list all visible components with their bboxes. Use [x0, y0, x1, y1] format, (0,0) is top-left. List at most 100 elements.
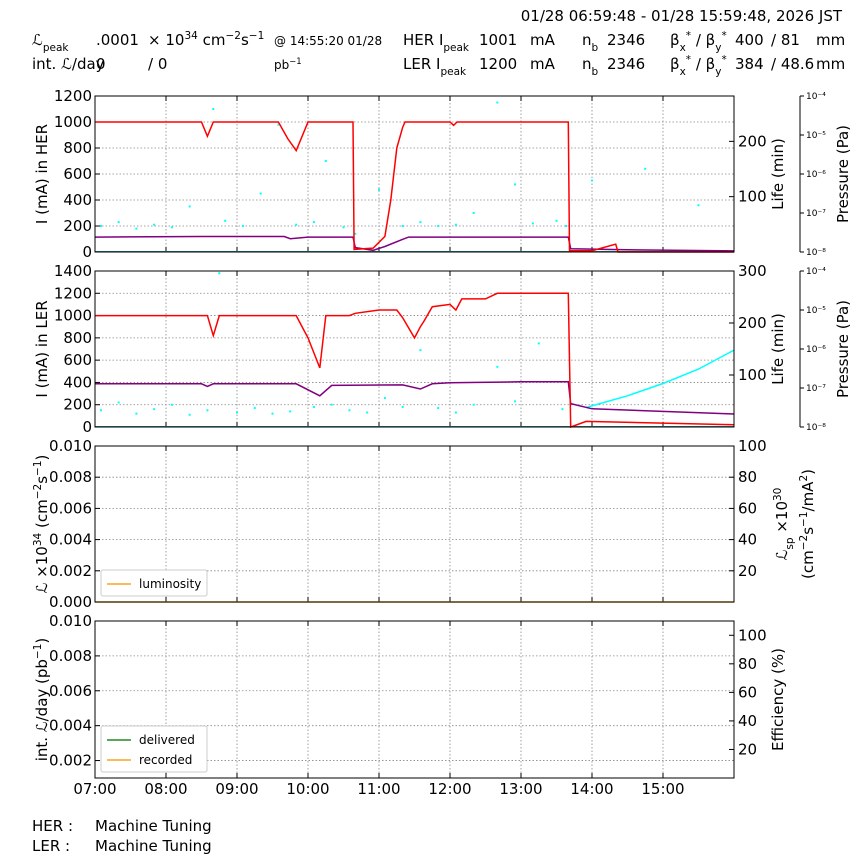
- y-tick-label: 800: [63, 329, 92, 347]
- text-part: /mA: [799, 481, 817, 512]
- marker: [591, 179, 593, 182]
- y2-label: (cm−2s−1/mA2): [798, 469, 817, 579]
- plot-frame: [94, 95, 735, 253]
- text-part: .0001: [96, 31, 139, 49]
- text-part: Life (min): [769, 313, 787, 385]
- time-range: 01/28 06:59:48 - 01/28 15:59:48, 2026 JS…: [521, 7, 843, 25]
- marker: [437, 407, 440, 410]
- marker: [117, 401, 120, 404]
- marker: [170, 403, 173, 406]
- text-part: ): [799, 469, 817, 475]
- marker: [472, 403, 475, 406]
- marker: [99, 409, 102, 412]
- y-tick-label: 0.004: [49, 531, 92, 549]
- marker: [697, 204, 700, 207]
- text-part: peak: [443, 42, 470, 54]
- text-part: *: [686, 54, 691, 66]
- text-part: 2346: [607, 31, 645, 49]
- x-tick-label: 13:00: [499, 780, 542, 798]
- header-item: βx* / βy*: [670, 54, 727, 78]
- series-line: [585, 349, 735, 409]
- text-part: ℒ: [32, 31, 43, 49]
- marker: [419, 349, 422, 352]
- y2-tick-label: 300: [738, 262, 767, 280]
- y2-tick-label: 60: [738, 683, 757, 701]
- text-part: 1001: [479, 31, 517, 49]
- text-part: n: [582, 31, 592, 49]
- marker: [401, 225, 404, 227]
- footer-item: Machine Tuning: [95, 817, 212, 835]
- x-tick-label: 12:00: [428, 780, 471, 798]
- y3-tick-label: 10⁻⁸: [806, 248, 826, 258]
- text-part: s: [241, 31, 249, 49]
- text-part: −1: [32, 644, 44, 659]
- text-part: (cm: [33, 499, 51, 532]
- header-item: nb: [582, 55, 599, 78]
- y-tick-label: 1000: [54, 113, 92, 131]
- text-part: HER I: [403, 31, 443, 49]
- marker: [514, 183, 517, 186]
- legend-label: recorded: [139, 753, 192, 767]
- marker: [271, 412, 274, 415]
- marker: [564, 225, 567, 227]
- header-item: mA: [530, 55, 556, 73]
- marker: [454, 223, 457, 226]
- y-tick-label: 0.000: [49, 593, 92, 611]
- marker: [531, 222, 534, 225]
- header-item: 0: [96, 55, 106, 73]
- marker: [259, 192, 262, 195]
- text-part: pb: [274, 58, 289, 72]
- text-part: / β: [691, 31, 715, 49]
- y3-tick-label: 10⁻⁷: [806, 209, 826, 219]
- y2-tick-label: 20: [738, 740, 757, 758]
- y-label: I (mA) in LER: [33, 300, 51, 397]
- marker: [330, 403, 333, 406]
- footer-item: HER :: [32, 817, 73, 835]
- text-part: x: [680, 66, 686, 78]
- text-part: (cm: [799, 550, 817, 579]
- y3-tick-label: 10⁻⁴: [806, 267, 826, 277]
- header-item: HER Ipeak: [403, 31, 470, 54]
- y2-tick-label: 20: [738, 562, 757, 580]
- marker: [236, 411, 238, 414]
- marker: [348, 409, 351, 412]
- text-part: mA: [530, 55, 556, 73]
- header-item: .0001: [96, 31, 139, 49]
- y-tick-label: 0.004: [49, 717, 92, 735]
- text-part: ℒ: [773, 550, 791, 561]
- text-part: 2: [798, 475, 810, 482]
- header-item: @ 14:55:20 01/28: [274, 34, 382, 48]
- series-line: [95, 292, 735, 429]
- text-part: Life (min): [769, 138, 787, 210]
- header-item: / 48.6: [771, 55, 814, 73]
- marker: [212, 108, 215, 110]
- text-part: *: [721, 54, 726, 66]
- text-part: −2: [798, 535, 810, 550]
- marker: [206, 409, 209, 412]
- text-part: β: [670, 31, 680, 49]
- y-tick-label: 0.008: [49, 647, 92, 665]
- header-item: mm: [816, 55, 845, 73]
- text-part: I (mA) in HER: [33, 124, 51, 224]
- x-tick-label: 15:00: [641, 780, 684, 798]
- y2-tick-label: 60: [738, 499, 757, 517]
- y2-tick-label: 200: [738, 314, 767, 332]
- text-part: s: [799, 527, 817, 535]
- y2-tick-label: 80: [738, 468, 757, 486]
- text-part: / 0: [148, 55, 167, 73]
- text-part: 34: [32, 532, 44, 546]
- marker: [419, 221, 422, 224]
- marker: [644, 167, 647, 170]
- marker: [277, 123, 280, 126]
- text-part: −2: [225, 30, 240, 42]
- y3-label: Pressure (Pa): [834, 300, 852, 398]
- text-part: β: [670, 55, 680, 73]
- text-part: 30: [772, 488, 784, 501]
- header-item: mm: [816, 31, 845, 49]
- footer-item: Machine Tuning: [95, 837, 212, 855]
- y3-label: Pressure (Pa): [834, 125, 852, 223]
- series-line: [95, 121, 734, 253]
- text-part: b: [592, 66, 599, 78]
- y2-tick-label: 100: [738, 626, 767, 644]
